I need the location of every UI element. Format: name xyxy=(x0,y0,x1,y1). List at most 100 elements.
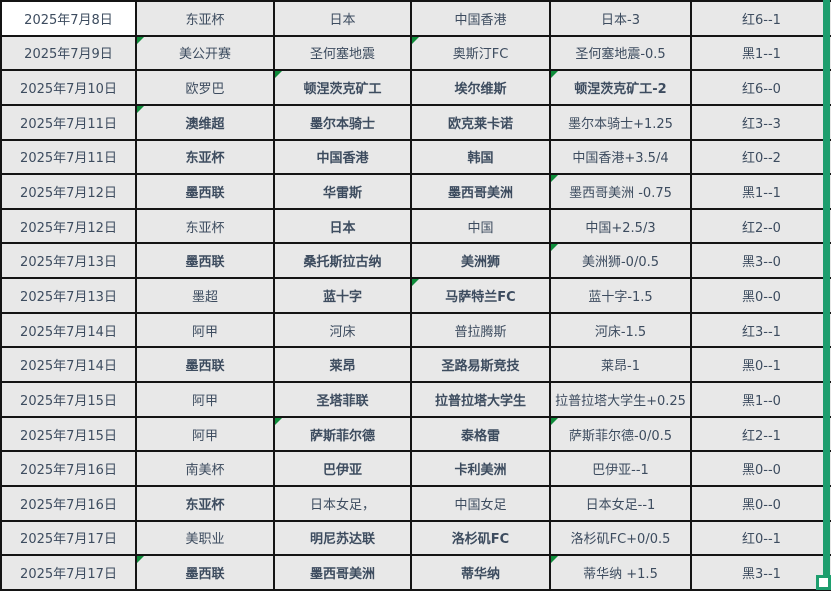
cell-away-team[interactable]: 中国 xyxy=(410,207,551,245)
cell-home-team[interactable]: 桑托斯拉古纳 xyxy=(273,242,412,280)
cell-league[interactable]: 东亚杯 xyxy=(135,0,275,37)
cell-league[interactable]: 墨西联 xyxy=(135,173,275,210)
cell-result[interactable]: 黑0--0 xyxy=(690,484,831,522)
cell-home-team[interactable]: 巴伊亚 xyxy=(273,450,412,487)
cell-handicap-pick[interactable]: 洛杉矶FC+0/0.5 xyxy=(549,519,692,557)
cell-home-team[interactable]: 日本 xyxy=(273,207,412,245)
cell-result[interactable]: 黑0--0 xyxy=(690,450,831,487)
cell-home-team[interactable]: 中国香港 xyxy=(273,138,412,176)
cell-result[interactable]: 红3--3 xyxy=(690,103,831,141)
cell-home-team[interactable]: 莱昂 xyxy=(273,346,412,384)
cell-home-team[interactable]: 顿涅茨克矿工 xyxy=(273,69,412,106)
cell-handicap-pick[interactable]: 萨斯菲尔德-0/0.5 xyxy=(549,415,692,453)
cell-match-date[interactable]: 2025年7月17日 xyxy=(0,519,137,557)
cell-league[interactable]: 美职业 xyxy=(135,519,275,557)
cell-match-date[interactable]: 2025年7月11日 xyxy=(0,103,137,141)
cell-away-team[interactable]: 马萨特兰FC xyxy=(410,277,551,314)
cell-match-date[interactable]: 2025年7月15日 xyxy=(0,381,137,418)
cell-home-team[interactable]: 明尼苏达联 xyxy=(273,519,412,557)
cell-result[interactable]: 黑3--1 xyxy=(690,554,831,591)
cell-home-team[interactable]: 墨西哥美洲 xyxy=(273,554,412,591)
cell-league[interactable]: 阿甲 xyxy=(135,311,275,349)
cell-handicap-pick[interactable]: 河床-1.5 xyxy=(549,311,692,349)
cell-result[interactable]: 黑0--0 xyxy=(690,277,831,314)
cell-league[interactable]: 东亚杯 xyxy=(135,207,275,245)
cell-match-date[interactable]: 2025年7月13日 xyxy=(0,277,137,314)
cell-league[interactable]: 美公开赛 xyxy=(135,34,275,72)
cell-away-team[interactable]: 欧克莱卡诺 xyxy=(410,103,551,141)
cell-handicap-pick[interactable]: 圣何塞地震-0.5 xyxy=(549,34,692,72)
cell-result[interactable]: 红2--1 xyxy=(690,415,831,453)
cell-result[interactable]: 黑1--1 xyxy=(690,173,831,210)
cell-away-team[interactable]: 洛杉矶FC xyxy=(410,519,551,557)
cell-result[interactable]: 黑0--1 xyxy=(690,346,831,384)
cell-league[interactable]: 欧罗巴 xyxy=(135,69,275,106)
cell-handicap-pick[interactable]: 美洲狮-0/0.5 xyxy=(549,242,692,280)
cell-result[interactable]: 红6--1 xyxy=(690,0,831,37)
cell-handicap-pick[interactable]: 蓝十字-1.5 xyxy=(549,277,692,314)
cell-away-team[interactable]: 拉普拉塔大学生 xyxy=(410,381,551,418)
cell-match-date[interactable]: 2025年7月16日 xyxy=(0,450,137,487)
cell-league[interactable]: 东亚杯 xyxy=(135,138,275,176)
cell-handicap-pick[interactable]: 拉普拉塔大学生+0.25 xyxy=(549,381,692,418)
cell-result[interactable]: 红2--0 xyxy=(690,207,831,245)
cell-match-date[interactable]: 2025年7月16日 xyxy=(0,484,137,522)
cell-away-team[interactable]: 泰格雷 xyxy=(410,415,551,453)
cell-home-team[interactable]: 圣塔菲联 xyxy=(273,381,412,418)
cell-result[interactable]: 红0--2 xyxy=(690,138,831,176)
cell-home-team[interactable]: 蓝十字 xyxy=(273,277,412,314)
cell-handicap-pick[interactable]: 中国+2.5/3 xyxy=(549,207,692,245)
cell-handicap-pick[interactable]: 墨尔本骑士+1.25 xyxy=(549,103,692,141)
cell-handicap-pick[interactable]: 日本女足--1 xyxy=(549,484,692,522)
cell-away-team[interactable]: 普拉腾斯 xyxy=(410,311,551,349)
cell-result[interactable]: 黑3--0 xyxy=(690,242,831,280)
cell-away-team[interactable]: 美洲狮 xyxy=(410,242,551,280)
cell-away-team[interactable]: 中国女足 xyxy=(410,484,551,522)
cell-handicap-pick[interactable]: 巴伊亚--1 xyxy=(549,450,692,487)
cell-result[interactable]: 黑1--0 xyxy=(690,381,831,418)
cell-league[interactable]: 墨西联 xyxy=(135,346,275,384)
cell-result[interactable]: 红3--1 xyxy=(690,311,831,349)
cell-result[interactable]: 红0--1 xyxy=(690,519,831,557)
cell-handicap-pick[interactable]: 蒂华纳 +1.5 xyxy=(549,554,692,591)
cell-league[interactable]: 墨西联 xyxy=(135,554,275,591)
cell-match-date[interactable]: 2025年7月14日 xyxy=(0,346,137,384)
cell-league[interactable]: 阿甲 xyxy=(135,415,275,453)
cell-home-team[interactable]: 墨尔本骑士 xyxy=(273,103,412,141)
fill-handle-icon[interactable] xyxy=(816,575,831,590)
cell-match-date[interactable]: 2025年7月9日 xyxy=(0,34,137,72)
cell-match-date[interactable]: 2025年7月14日 xyxy=(0,311,137,349)
cell-home-team[interactable]: 日本 xyxy=(273,0,412,37)
cell-match-date[interactable]: 2025年7月8日 xyxy=(0,0,137,37)
cell-result[interactable]: 黑1--1 xyxy=(690,34,831,72)
cell-handicap-pick[interactable]: 顿涅茨克矿工-2 xyxy=(549,69,692,106)
cell-away-team[interactable]: 墨西哥美洲 xyxy=(410,173,551,210)
cell-handicap-pick[interactable]: 墨西哥美洲 -0.75 xyxy=(549,173,692,210)
cell-league[interactable]: 墨超 xyxy=(135,277,275,314)
cell-home-team[interactable]: 圣何塞地震 xyxy=(273,34,412,72)
cell-away-team[interactable]: 卡利美洲 xyxy=(410,450,551,487)
cell-league[interactable]: 东亚杯 xyxy=(135,484,275,522)
cell-match-date[interactable]: 2025年7月12日 xyxy=(0,173,137,210)
cell-home-team[interactable]: 日本女足， xyxy=(273,484,412,522)
cell-handicap-pick[interactable]: 日本-3 xyxy=(549,0,692,37)
cell-league[interactable]: 阿甲 xyxy=(135,381,275,418)
cell-home-team[interactable]: 华雷斯 xyxy=(273,173,412,210)
cell-away-team[interactable]: 韩国 xyxy=(410,138,551,176)
cell-home-team[interactable]: 萨斯菲尔德 xyxy=(273,415,412,453)
cell-handicap-pick[interactable]: 中国香港+3.5/4 xyxy=(549,138,692,176)
cell-away-team[interactable]: 圣路易斯竞技 xyxy=(410,346,551,384)
cell-away-team[interactable]: 奥斯汀FC xyxy=(410,34,551,72)
cell-match-date[interactable]: 2025年7月12日 xyxy=(0,207,137,245)
cell-match-date[interactable]: 2025年7月15日 xyxy=(0,415,137,453)
cell-league[interactable]: 墨西联 xyxy=(135,242,275,280)
cell-away-team[interactable]: 中国香港 xyxy=(410,0,551,37)
cell-result[interactable]: 红6--0 xyxy=(690,69,831,106)
cell-match-date[interactable]: 2025年7月13日 xyxy=(0,242,137,280)
cell-match-date[interactable]: 2025年7月11日 xyxy=(0,138,137,176)
cell-match-date[interactable]: 2025年7月17日 xyxy=(0,554,137,591)
cell-league[interactable]: 南美杯 xyxy=(135,450,275,487)
cell-away-team[interactable]: 埃尔维斯 xyxy=(410,69,551,106)
cell-home-team[interactable]: 河床 xyxy=(273,311,412,349)
cell-handicap-pick[interactable]: 莱昂-1 xyxy=(549,346,692,384)
